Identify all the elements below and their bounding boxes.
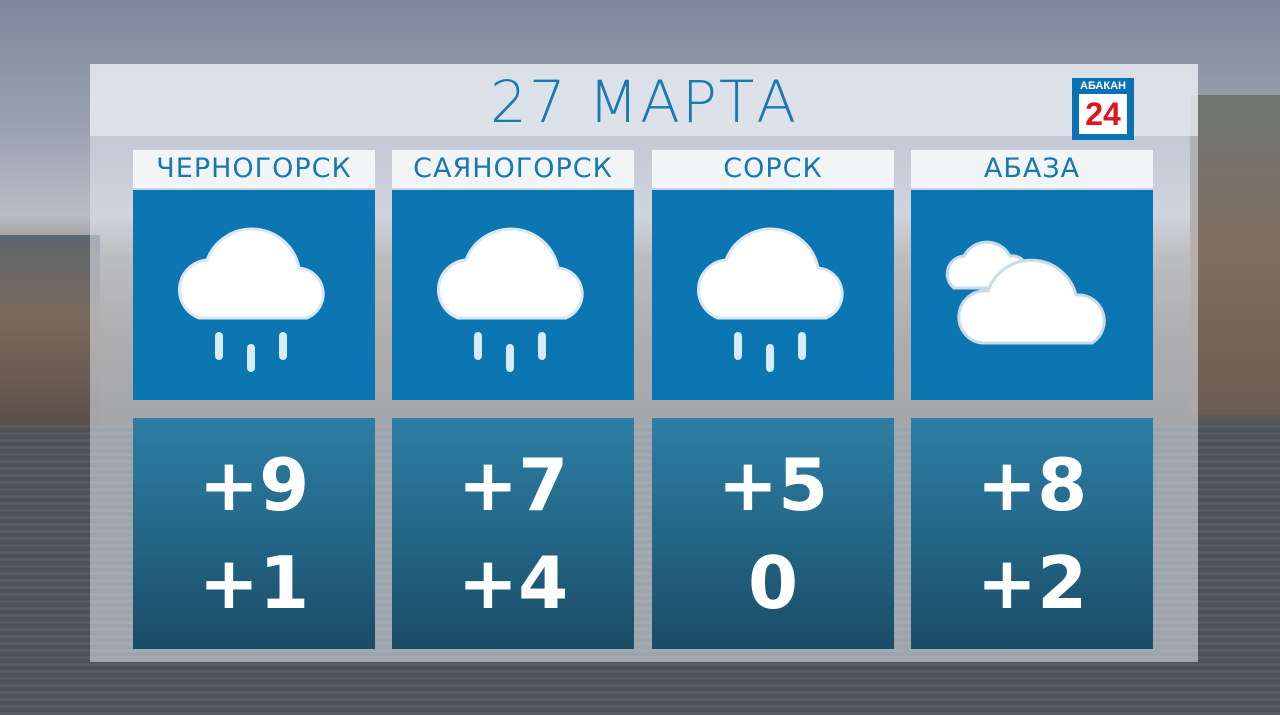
- temp-day: +5: [717, 443, 829, 527]
- city-name: ЧЕРНОГОРСК: [133, 150, 375, 188]
- temp-night: 0: [747, 541, 799, 625]
- city-name: АБАЗА: [911, 150, 1153, 188]
- temperature-box: +9 +1: [133, 418, 375, 649]
- logo-city: АБАКАН: [1080, 80, 1126, 92]
- temperature-box: +8 +2: [911, 418, 1153, 649]
- city-forecast-card: АБАЗА +8 +2: [911, 150, 1153, 649]
- temperature-box: +7 +4: [392, 418, 634, 649]
- temp-night: +1: [198, 541, 310, 625]
- overcast-clouds-icon: [932, 218, 1132, 372]
- city-forecast-card: САЯНОГОРСК +7 +4: [392, 150, 634, 649]
- city-forecast-card: СОРСК +5 0: [652, 150, 894, 649]
- title-band: [90, 64, 1198, 136]
- background-hill-left: [0, 235, 100, 435]
- city-forecast-card: ЧЕРНОГОРСК +9 +1: [133, 150, 375, 649]
- weather-icon-box: [392, 190, 634, 400]
- rain-cloud-icon: [418, 208, 608, 382]
- background-hill-right: [1190, 95, 1280, 415]
- temp-day: +9: [198, 443, 310, 527]
- date-title: 27 МАРТА: [489, 68, 799, 136]
- temp-day: +8: [976, 443, 1088, 527]
- temp-day: +7: [457, 443, 569, 527]
- weather-icon-box: [133, 190, 375, 400]
- weather-icon-box: [652, 190, 894, 400]
- temp-night: +4: [457, 541, 569, 625]
- channel-logo: АБАКАН 24: [1072, 78, 1134, 140]
- temperature-box: +5 0: [652, 418, 894, 649]
- city-name: СОРСК: [652, 150, 894, 188]
- forecast-panel: 27 МАРТА АБАКАН 24 ЧЕРНОГОРСК +9 +1 САЯН…: [90, 64, 1198, 662]
- rain-cloud-icon: [159, 208, 349, 382]
- city-name: САЯНОГОРСК: [392, 150, 634, 188]
- rain-cloud-icon: [678, 208, 868, 382]
- temp-night: +2: [976, 541, 1088, 625]
- weather-icon-box: [911, 190, 1153, 400]
- logo-number: 24: [1079, 94, 1127, 134]
